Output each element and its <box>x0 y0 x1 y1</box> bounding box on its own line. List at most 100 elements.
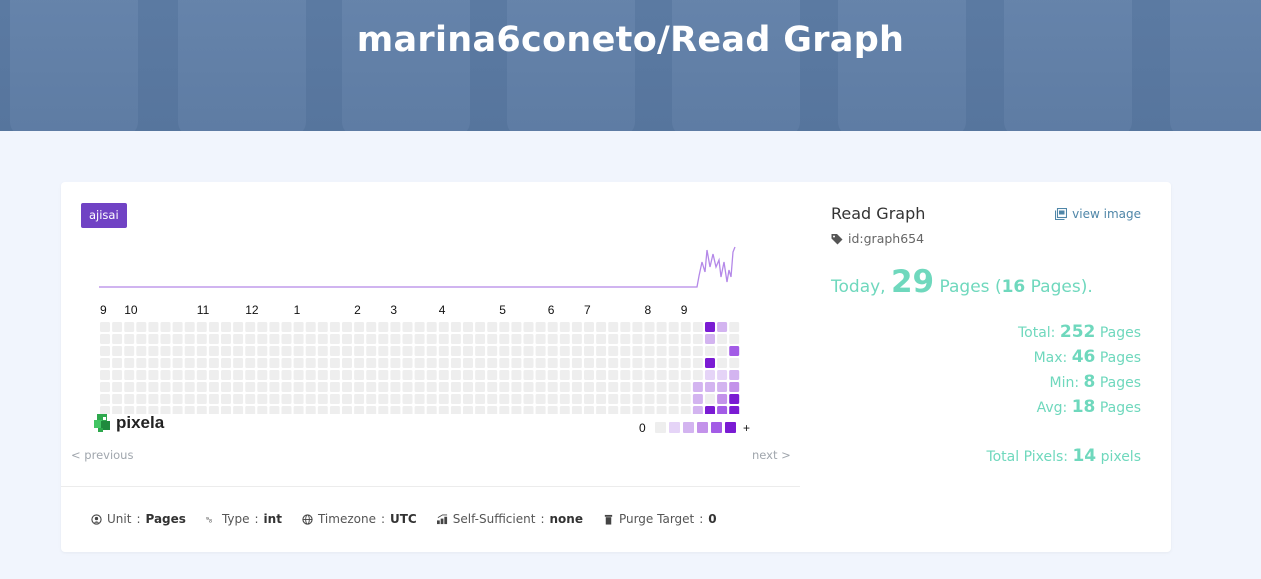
pixel-cell[interactable] <box>293 382 304 392</box>
pixel-cell[interactable] <box>269 322 280 332</box>
next-link[interactable]: next > <box>752 448 791 462</box>
pixel-cell[interactable] <box>172 394 183 404</box>
pixel-cell[interactable] <box>620 382 631 392</box>
pixel-cell[interactable] <box>112 358 123 368</box>
pixel-cell[interactable] <box>184 322 195 332</box>
pixel-cell[interactable] <box>136 406 147 414</box>
pixel-cell[interactable] <box>172 346 183 356</box>
pixel-cell[interactable] <box>463 406 473 414</box>
pixel-cell[interactable] <box>112 370 123 380</box>
pixel-cell[interactable] <box>499 394 510 404</box>
pixel-cell[interactable] <box>438 406 449 414</box>
pixel-cell[interactable] <box>269 394 280 404</box>
pixel-cell[interactable] <box>100 346 110 356</box>
pixel-cell[interactable] <box>100 322 110 332</box>
pixel-cell[interactable] <box>487 370 498 380</box>
pixel-cell[interactable] <box>499 370 510 380</box>
pixel-cell[interactable] <box>208 346 219 356</box>
pixel-cell[interactable] <box>390 370 401 380</box>
pixel-cell[interactable] <box>596 394 607 404</box>
pixel-cell[interactable] <box>378 394 389 404</box>
pixel-cell[interactable] <box>596 370 607 380</box>
pixel-cell[interactable] <box>414 346 425 356</box>
pixel-cell[interactable] <box>257 358 268 368</box>
pixel-cell[interactable] <box>499 322 510 332</box>
pixel-cell[interactable] <box>596 322 607 332</box>
pixel-cell[interactable] <box>329 334 340 344</box>
pixel-cell[interactable] <box>390 358 401 368</box>
pixel-cell[interactable] <box>366 382 377 392</box>
pixel-cell[interactable] <box>124 358 135 368</box>
pixel-cell[interactable] <box>608 322 619 332</box>
pixel-cell[interactable] <box>475 406 486 414</box>
pixel-cell[interactable] <box>136 322 147 332</box>
pixel-cell[interactable] <box>523 322 534 332</box>
pixel-cell[interactable] <box>414 382 425 392</box>
pixel-cell[interactable] <box>450 334 461 344</box>
pixel-cell[interactable] <box>608 394 619 404</box>
pixel-cell[interactable] <box>172 358 183 368</box>
pixel-cell[interactable] <box>257 382 268 392</box>
pixel-cell[interactable] <box>148 406 159 414</box>
pixel-cell[interactable] <box>100 370 110 380</box>
view-image-link[interactable]: view image <box>1055 207 1141 221</box>
pixel-cell[interactable] <box>342 334 352 344</box>
pixel-cell[interactable] <box>644 406 655 414</box>
pixel-cell[interactable] <box>547 322 558 332</box>
pixel-cell[interactable] <box>221 394 231 404</box>
pixel-cell[interactable] <box>620 370 631 380</box>
pixel-cell[interactable] <box>438 334 449 344</box>
pixel-cell[interactable] <box>281 382 292 392</box>
pixel-cell[interactable] <box>668 346 679 356</box>
pixel-cell[interactable] <box>705 322 715 332</box>
pixel-cell[interactable] <box>112 322 123 332</box>
pixel-cell[interactable] <box>680 370 691 380</box>
pixel-cell[interactable] <box>245 358 256 368</box>
pixel-cell[interactable] <box>426 334 437 344</box>
pixel-cell[interactable] <box>535 394 546 404</box>
pixel-cell[interactable] <box>402 322 413 332</box>
pixel-cell[interactable] <box>233 370 244 380</box>
pixel-cell[interactable] <box>305 382 316 392</box>
pixel-cell[interactable] <box>342 346 352 356</box>
pixel-cell[interactable] <box>414 406 425 414</box>
pixel-cell[interactable] <box>366 346 377 356</box>
pixel-cell[interactable] <box>644 346 655 356</box>
pixel-cell[interactable] <box>124 322 135 332</box>
pixel-cell[interactable] <box>511 370 522 380</box>
pixel-cell[interactable] <box>487 322 498 332</box>
pixel-cell[interactable] <box>305 358 316 368</box>
pixel-cell[interactable] <box>463 358 473 368</box>
pixel-cell[interactable] <box>571 358 582 368</box>
pixel-cell[interactable] <box>620 346 631 356</box>
pixel-cell[interactable] <box>305 394 316 404</box>
pixel-cell[interactable] <box>390 406 401 414</box>
pixel-cell[interactable] <box>269 406 280 414</box>
pixel-cell[interactable] <box>124 334 135 344</box>
pixel-cell[interactable] <box>487 358 498 368</box>
pixel-cell[interactable] <box>208 406 219 414</box>
pixel-cell[interactable] <box>208 394 219 404</box>
pixel-cell[interactable] <box>705 382 715 392</box>
pixel-cell[interactable] <box>390 322 401 332</box>
pixel-cell[interactable] <box>656 382 667 392</box>
pixel-cell[interactable] <box>571 346 582 356</box>
pixel-cell[interactable] <box>463 322 473 332</box>
pixel-cell[interactable] <box>511 322 522 332</box>
pixel-cell[interactable] <box>317 382 328 392</box>
pixel-cell[interactable] <box>402 394 413 404</box>
pixel-cell[interactable] <box>487 394 498 404</box>
pixel-cell[interactable] <box>148 370 159 380</box>
pixel-cell[interactable] <box>584 394 594 404</box>
pixel-cell[interactable] <box>342 406 352 414</box>
pixel-cell[interactable] <box>366 322 377 332</box>
pixel-cell[interactable] <box>329 394 340 404</box>
pixel-cell[interactable] <box>221 358 231 368</box>
pixel-cell[interactable] <box>475 346 486 356</box>
pixel-cell[interactable] <box>729 382 740 392</box>
pixel-cell[interactable] <box>293 358 304 368</box>
pixel-cell[interactable] <box>366 358 377 368</box>
pixel-cell[interactable] <box>281 358 292 368</box>
pixel-cell[interactable] <box>511 382 522 392</box>
pixel-cell[interactable] <box>523 346 534 356</box>
